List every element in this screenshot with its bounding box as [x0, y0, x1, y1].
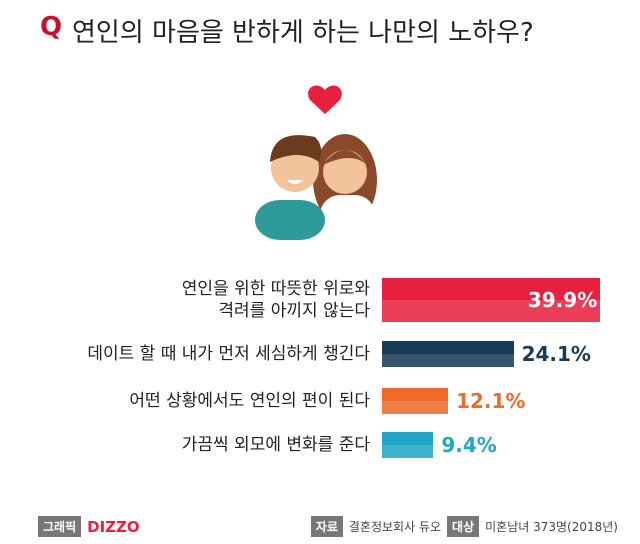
- bar: [382, 341, 514, 367]
- value-label: 9.4%: [441, 433, 497, 457]
- title-prefix: Q: [40, 12, 63, 42]
- category-label: 데이트 할 때 내가 먼저 세심하게 챙긴다: [87, 344, 370, 364]
- graphic-by: DIZZO: [87, 517, 140, 536]
- value-label: 12.1%: [456, 389, 526, 413]
- bar: [382, 388, 449, 414]
- title: 연인의 마음을 반하게 하는 나만의 노하우?: [72, 18, 534, 48]
- target-tag: 대상: [447, 516, 480, 537]
- category-label: 가끔씩 외모에 변화를 준다: [181, 435, 370, 455]
- category-label: 어떤 상황에서도 연인의 편이 된다: [129, 391, 370, 411]
- category-label: 연인을 위한 따뜻한 위로와 격려를 아끼지 않는다: [181, 279, 370, 321]
- value-label: 24.1%: [521, 342, 591, 366]
- illustration: [255, 85, 377, 240]
- bar: [382, 432, 434, 458]
- target: 미혼남녀 373명(2018년): [485, 520, 618, 534]
- value-label: 39.9%: [527, 288, 598, 312]
- bar: [382, 278, 600, 322]
- source-tag: 자료: [310, 516, 343, 537]
- source: 결혼정보회사 듀오: [348, 520, 442, 534]
- graphic-tag: 그래픽: [38, 516, 82, 537]
